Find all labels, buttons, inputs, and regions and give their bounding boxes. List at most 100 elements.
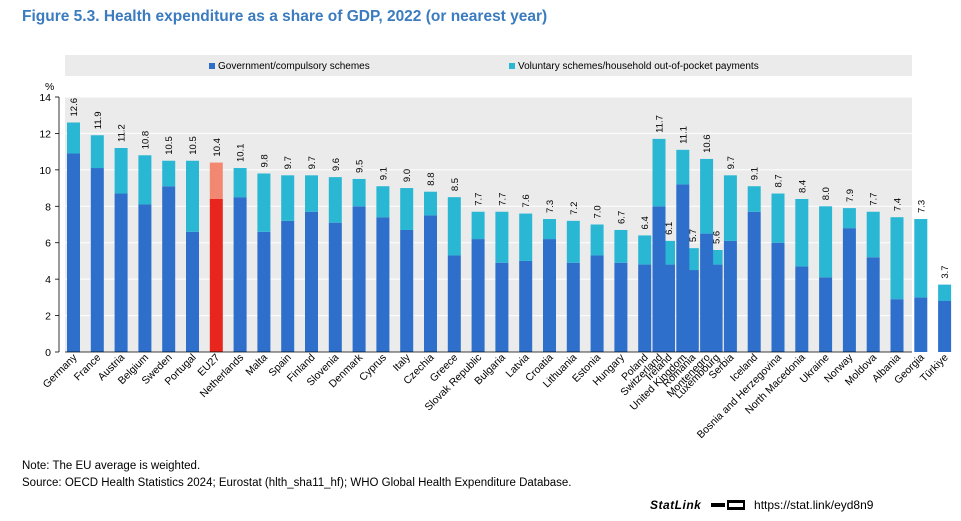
bar-voluntary-cyprus — [376, 186, 390, 218]
value-label-italy: 9.0 — [402, 169, 413, 182]
bar-voluntary-greece — [447, 197, 461, 256]
bar-voluntary-netherlands — [233, 168, 247, 198]
bar-government-belgium — [138, 204, 152, 352]
bar-voluntary-france — [90, 135, 104, 169]
value-label-france: 11.9 — [93, 111, 104, 129]
value-label-austria: 11.2 — [117, 124, 128, 142]
bar-government-spain — [281, 220, 295, 352]
bar-government-germany — [67, 153, 80, 352]
bar-voluntary-poland — [638, 235, 652, 265]
y-tick-label: 8 — [45, 201, 51, 213]
value-label-netherlands: 10.1 — [236, 144, 247, 163]
source-text: Source: OECD Health Statistics 2024; Eur… — [22, 477, 572, 489]
bar-government-norway — [842, 228, 856, 352]
value-label-norway: 7.9 — [845, 189, 856, 202]
value-label-ukraine: 8.0 — [821, 187, 832, 200]
bar-voluntary-switzerland — [652, 138, 666, 207]
bar-government-finland — [305, 211, 318, 352]
bar-voluntary-italy — [400, 188, 414, 230]
footnote: Note: The EU average is weighted. Source… — [22, 458, 572, 492]
bar-government-hungary — [614, 262, 628, 352]
bar-government-italy — [400, 229, 414, 352]
bar-voluntary-slovak-republic — [471, 211, 485, 240]
bar-government-bulgaria — [495, 262, 509, 352]
bar-government-slovenia — [328, 222, 342, 352]
value-label-slovenia: 9.6 — [331, 158, 342, 171]
bar-government-t-rkiye — [938, 301, 952, 352]
bar-government-latvia — [519, 260, 533, 352]
chart-title: Figure 5.3. Health expenditure as a shar… — [22, 8, 548, 25]
bar-government-croatia — [543, 239, 556, 352]
bar-government-serbia — [723, 240, 737, 352]
value-label-eu27: 10.4 — [212, 138, 223, 157]
bar-voluntary-slovenia — [328, 177, 342, 223]
legend-label-voluntary: Voluntary schemes/household out-of-pocke… — [518, 61, 759, 72]
bar-voluntary-albania — [890, 217, 904, 300]
bar-voluntary-serbia — [723, 175, 737, 241]
bar-government-greece — [447, 255, 461, 352]
value-label-germany: 12.6 — [69, 98, 80, 117]
bar-voluntary-sweden — [162, 160, 176, 187]
value-label-poland: 6.4 — [640, 216, 651, 229]
bar-voluntary-iceland — [747, 186, 761, 212]
bar-government-cyprus — [376, 217, 390, 352]
bar-government-eu27 — [209, 199, 223, 352]
bars — [67, 122, 952, 352]
value-label-montenegro: 10.6 — [702, 134, 713, 153]
statlink-url[interactable]: https://stat.link/eyd8n9 — [754, 498, 874, 512]
value-label-sweden: 10.5 — [164, 136, 175, 155]
statlink-brand: StatLink — [650, 498, 702, 512]
y-tick-label: 2 — [45, 311, 51, 323]
value-label-cyprus: 9.1 — [378, 167, 389, 180]
value-label-bosnia-and-herzegovina: 8.7 — [774, 174, 785, 187]
value-label-estonia: 7.0 — [593, 205, 604, 218]
legend-label-government: Government/compulsory schemes — [218, 61, 370, 72]
value-label-spain: 9.7 — [283, 156, 294, 169]
bar-voluntary-denmark — [352, 178, 366, 207]
value-label-romania: 5.7 — [688, 229, 699, 242]
value-label-bulgaria: 7.7 — [497, 193, 508, 206]
value-label-united-kingdom: 11.1 — [678, 126, 689, 144]
value-label-croatia: 7.3 — [545, 200, 556, 213]
value-label-portugal: 10.5 — [188, 136, 199, 155]
bar-voluntary-germany — [67, 122, 80, 154]
bar-voluntary-ukraine — [819, 206, 833, 278]
bar-voluntary-t-rkiye — [938, 284, 952, 301]
value-label-czechia: 8.8 — [426, 172, 437, 185]
bar-government-estonia — [590, 255, 604, 352]
value-label-denmark: 9.5 — [355, 160, 366, 173]
bar-government-malta — [257, 231, 271, 352]
value-label-moldova: 7.7 — [869, 193, 880, 206]
plot-background — [65, 97, 912, 352]
y-tick-label: 6 — [45, 238, 51, 250]
bar-government-moldova — [866, 257, 880, 352]
statlink-logo-icon — [710, 499, 745, 513]
y-axis-unit: % — [45, 81, 54, 93]
bar-government-france — [90, 168, 104, 352]
bar-government-lithuania — [566, 262, 580, 352]
bar-government-united-kingdom — [676, 184, 690, 352]
value-label-malta: 9.8 — [259, 154, 270, 167]
bar-government-sweden — [162, 186, 176, 352]
bar-government-bosnia-and-herzegovina — [771, 242, 785, 352]
bar-voluntary-hungary — [614, 229, 628, 263]
value-label-latvia: 7.6 — [521, 194, 532, 207]
bar-government-montenegro — [700, 233, 714, 352]
bar-voluntary-finland — [305, 175, 318, 212]
value-label-greece: 8.5 — [450, 178, 461, 191]
statlink[interactable]: StatLink https://stat.link/eyd8n9 — [650, 498, 873, 513]
value-label-ireland: 6.1 — [664, 222, 675, 235]
bar-voluntary-bosnia-and-herzegovina — [771, 193, 785, 243]
bar-government-denmark — [352, 206, 366, 352]
value-label-lithuania: 7.2 — [569, 202, 580, 215]
bar-voluntary-norway — [842, 208, 856, 229]
legend-swatch-government — [209, 63, 215, 69]
bar-voluntary-malta — [257, 173, 271, 232]
y-tick-label: 4 — [45, 274, 51, 286]
bar-voluntary-north-macedonia — [795, 199, 809, 267]
y-tick-label: 12 — [39, 128, 51, 140]
y-tick-label: 0 — [45, 347, 51, 359]
value-label-switzerland: 11.7 — [655, 115, 666, 133]
bar-government-georgia — [914, 297, 928, 352]
bar-voluntary-portugal — [186, 160, 199, 232]
